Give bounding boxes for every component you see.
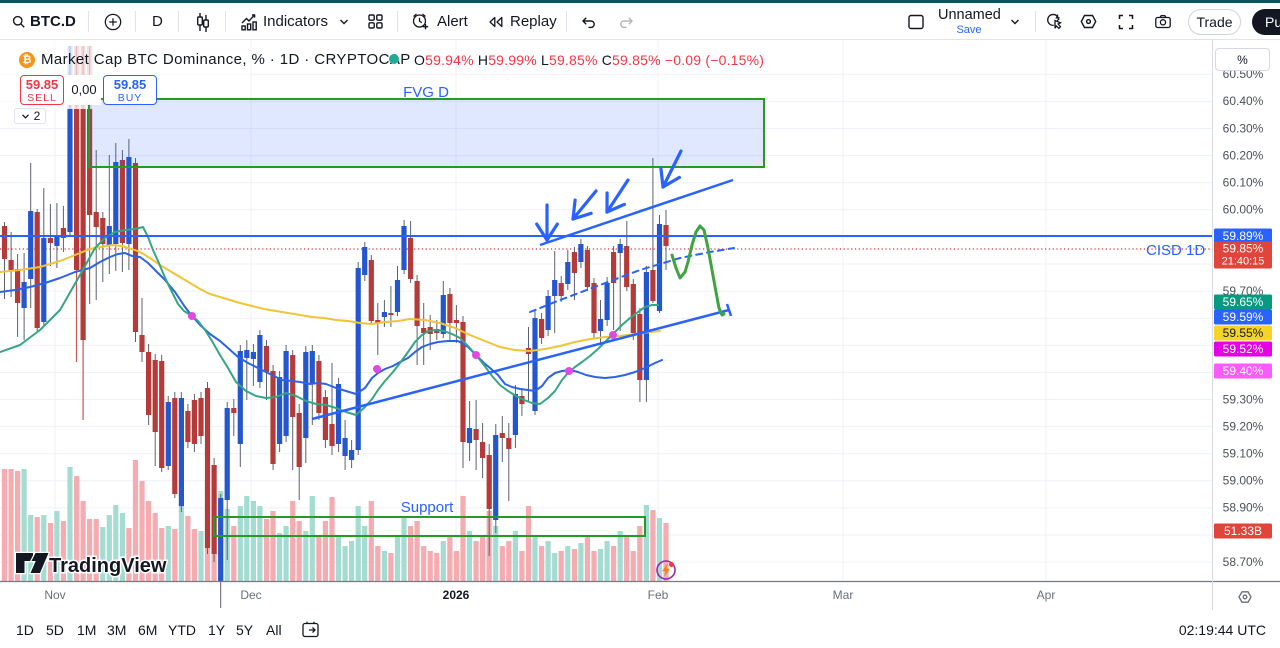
svg-text:59.20%: 59.20%: [1223, 419, 1264, 433]
svg-text:51.33B: 51.33B: [1224, 524, 1262, 538]
svg-text:60.20%: 60.20%: [1223, 148, 1264, 162]
svg-text:59.59%: 59.59%: [1223, 310, 1264, 324]
svg-text:Nov: Nov: [44, 588, 65, 602]
svg-text:2026: 2026: [443, 588, 470, 602]
svg-text:21:40:15: 21:40:15: [1222, 256, 1265, 268]
svg-text:60.40%: 60.40%: [1223, 94, 1264, 108]
svg-text:Apr: Apr: [1037, 588, 1056, 602]
svg-text:58.70%: 58.70%: [1223, 555, 1264, 569]
svg-text:59.00%: 59.00%: [1223, 474, 1264, 488]
svg-text:59.52%: 59.52%: [1223, 342, 1264, 356]
svg-text:60.00%: 60.00%: [1223, 203, 1264, 217]
svg-text:59.89%: 59.89%: [1223, 229, 1264, 243]
svg-text:Feb: Feb: [648, 588, 669, 602]
svg-text:59.85%: 59.85%: [1223, 242, 1264, 256]
svg-text:FVG D: FVG D: [403, 84, 449, 101]
svg-text:59.30%: 59.30%: [1223, 392, 1264, 406]
svg-text:58.90%: 58.90%: [1223, 501, 1264, 515]
svg-text:TradingView: TradingView: [49, 555, 167, 577]
svg-text:Mar: Mar: [833, 588, 854, 602]
svg-text:59.55%: 59.55%: [1223, 326, 1264, 340]
svg-text:60.10%: 60.10%: [1223, 176, 1264, 190]
svg-text:59.10%: 59.10%: [1223, 447, 1264, 461]
svg-text:60.30%: 60.30%: [1223, 121, 1264, 135]
svg-text:59.65%: 59.65%: [1223, 295, 1264, 309]
svg-text:59.70%: 59.70%: [1223, 284, 1264, 298]
svg-text:CISD 1D: CISD 1D: [1146, 242, 1205, 259]
svg-text:Support: Support: [401, 499, 454, 516]
svg-text:Dec: Dec: [240, 588, 261, 602]
svg-text:59.40%: 59.40%: [1223, 364, 1264, 378]
